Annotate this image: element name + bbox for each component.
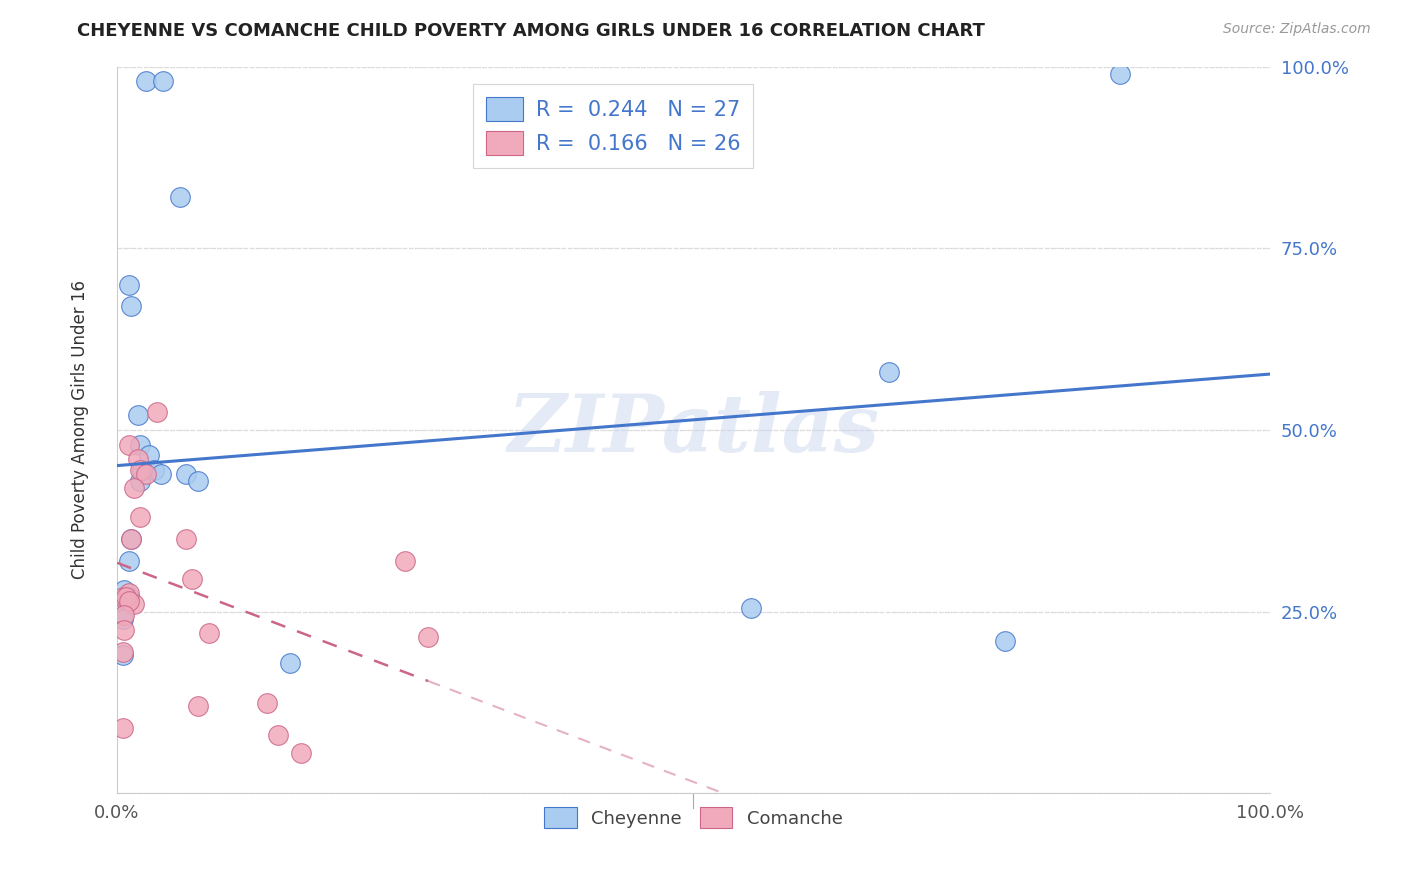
Text: Source: ZipAtlas.com: Source: ZipAtlas.com bbox=[1223, 22, 1371, 37]
Point bbox=[740, 601, 762, 615]
Point bbox=[111, 612, 134, 626]
Point bbox=[112, 582, 135, 597]
Point bbox=[138, 449, 160, 463]
Point bbox=[117, 437, 139, 451]
Point bbox=[149, 467, 172, 481]
Point bbox=[115, 590, 138, 604]
Point bbox=[256, 696, 278, 710]
Point bbox=[142, 463, 165, 477]
Point bbox=[135, 74, 157, 88]
Point bbox=[418, 630, 440, 644]
Point bbox=[127, 452, 149, 467]
Point bbox=[117, 590, 139, 604]
Point bbox=[117, 554, 139, 568]
Point bbox=[169, 190, 191, 204]
Point bbox=[120, 532, 142, 546]
Point bbox=[111, 721, 134, 735]
Point bbox=[187, 474, 209, 488]
Point bbox=[394, 554, 416, 568]
Point bbox=[994, 633, 1017, 648]
Point bbox=[152, 74, 174, 88]
Point bbox=[117, 277, 139, 292]
Point bbox=[174, 532, 197, 546]
Y-axis label: Child Poverty Among Girls Under 16: Child Poverty Among Girls Under 16 bbox=[72, 280, 89, 580]
Point bbox=[1108, 67, 1130, 81]
Point bbox=[120, 532, 142, 546]
Point bbox=[135, 467, 157, 481]
Point bbox=[120, 300, 142, 314]
Point bbox=[129, 510, 152, 524]
Point bbox=[198, 626, 221, 640]
Point bbox=[267, 728, 290, 742]
Point bbox=[117, 593, 139, 607]
Point bbox=[117, 586, 139, 600]
Point bbox=[131, 463, 153, 477]
Point bbox=[187, 699, 209, 714]
Point bbox=[124, 598, 146, 612]
Point bbox=[124, 481, 146, 495]
Point bbox=[290, 747, 312, 761]
Point bbox=[111, 645, 134, 659]
Point bbox=[127, 409, 149, 423]
Point bbox=[112, 608, 135, 623]
Legend: Cheyenne, Comanche: Cheyenne, Comanche bbox=[537, 800, 849, 835]
Point bbox=[146, 405, 169, 419]
Point bbox=[129, 437, 152, 451]
Point bbox=[111, 648, 134, 663]
Point bbox=[129, 463, 152, 477]
Point bbox=[111, 590, 134, 604]
Point bbox=[129, 474, 152, 488]
Text: ZIPatlas: ZIPatlas bbox=[508, 392, 879, 468]
Point bbox=[278, 656, 301, 670]
Point bbox=[174, 467, 197, 481]
Point bbox=[115, 598, 138, 612]
Point bbox=[181, 572, 204, 586]
Point bbox=[112, 623, 135, 637]
Point bbox=[879, 365, 901, 379]
Point bbox=[111, 605, 134, 619]
Text: CHEYENNE VS COMANCHE CHILD POVERTY AMONG GIRLS UNDER 16 CORRELATION CHART: CHEYENNE VS COMANCHE CHILD POVERTY AMONG… bbox=[77, 22, 986, 40]
